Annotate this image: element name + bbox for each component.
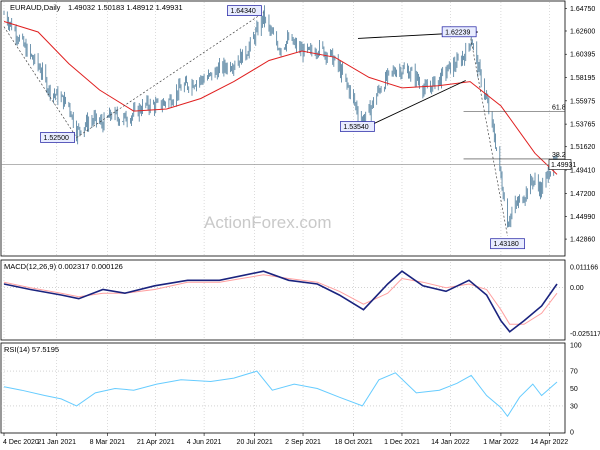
rsi-tick-label: 70 [570,369,578,376]
rsi-axis: 100 70 50 30 0 [570,343,582,437]
price-tick-label: 1.64750 [570,6,595,13]
macd-lines [1,270,565,333]
swing-line [3,26,77,138]
trendline [362,80,466,130]
price-tick-label: 1.58195 [570,75,595,82]
macd-panel-frame [0,259,566,341]
rsi-label: RSI(14) 57.5195 [4,345,59,354]
x-tick-label: 2 Sep 2021 [285,439,321,446]
pivot-label-box [441,26,477,38]
pivot-label-box [490,238,525,250]
macd-line [3,270,558,333]
macd-tick-label: 0.00 [570,285,584,292]
candles [3,5,558,228]
pivot-label-box [340,121,375,132]
rsi-tick-label: 30 [570,403,578,410]
x-tick-label: 1 Mar 2022 [483,439,519,446]
price-tick-label: 1.53765 [570,122,595,129]
x-tick-label: 18 Oct 2021 [335,439,373,446]
x-tick-label: 14 Jan 2022 [431,439,470,446]
rsi-tick-label: 100 [570,343,582,350]
price-tick-label: 1.44990 [570,214,595,221]
price-panel-frame [0,0,566,257]
price-tick-label: 1.62600 [570,28,595,35]
macd-axis: 0.011166 0.00 -0.025117 [570,265,600,339]
macd-tick-label: -0.025117 [570,331,600,338]
pivot-label: 1.53540 [343,124,368,131]
price-tick-label: 1.42860 [570,237,595,244]
pivot-label: 1.64340 [230,8,255,15]
watermark: ActionForex.com [204,213,332,232]
price-axis: 1.64750 1.62600 1.60395 1.58195 1.55975 1.537… [565,6,595,244]
pivot-label: 1.43180 [494,241,519,248]
price-tick-label: 1.51620 [570,144,595,151]
macd-label: MACD(12,26,9) 0.002317 0.000126 [4,262,123,271]
moving-average [3,21,558,175]
x-tick-label: 8 Mar 2021 [90,439,126,446]
pivot-label: 1.52500 [44,135,69,142]
pivot-label: 1.62239 [445,29,470,36]
macd-signal-line [3,274,558,325]
x-tick-label: 21 Apr 2021 [137,439,175,446]
x-tick-label: 4 Dec 2020 [3,439,39,446]
x-tick-label: 14 Apr 2022 [530,439,568,446]
current-price-label: 1.49931 [551,162,576,169]
swing-line [469,34,508,236]
pivot-label-box [40,132,75,143]
x-tick-label: 20 Jul 2021 [237,439,273,446]
x-tick-label: 4 Jun 2021 [187,439,222,446]
rsi-lines [1,370,565,418]
x-tick-label: 21 Jan 2021 [37,439,76,446]
x-tick-label: 1 Dec 2021 [384,439,420,446]
price-tick-label: 1.55975 [570,98,595,105]
ohlc-readout: 1.49032 1.50183 1.48912 1.49931 [68,3,183,12]
rsi-tick-label: 50 [570,386,578,393]
overlays: 1.49931 61.8 38.2 1.64340 1.62239 1.52500 1.53… [1,5,576,250]
swing-line [76,12,264,138]
rsi-panel-frame [0,342,566,434]
price-tick-label: 1.49410 [570,168,595,175]
current-price-box [548,159,572,170]
price-tick-label: 1.60395 [570,52,595,59]
chart-title: EURAUD,Daily [10,3,61,12]
ma-line [3,21,558,175]
price-tick-label: 1.47200 [570,191,595,198]
rsi-tick-label: 0 [570,430,574,437]
pivot-label-box [227,5,262,16]
fib-level-label: 61.8 [552,105,566,112]
rsi-line [3,370,558,418]
fib-level-label: 38.2 [552,152,566,159]
macd-tick-label: 0.011166 [570,265,598,272]
